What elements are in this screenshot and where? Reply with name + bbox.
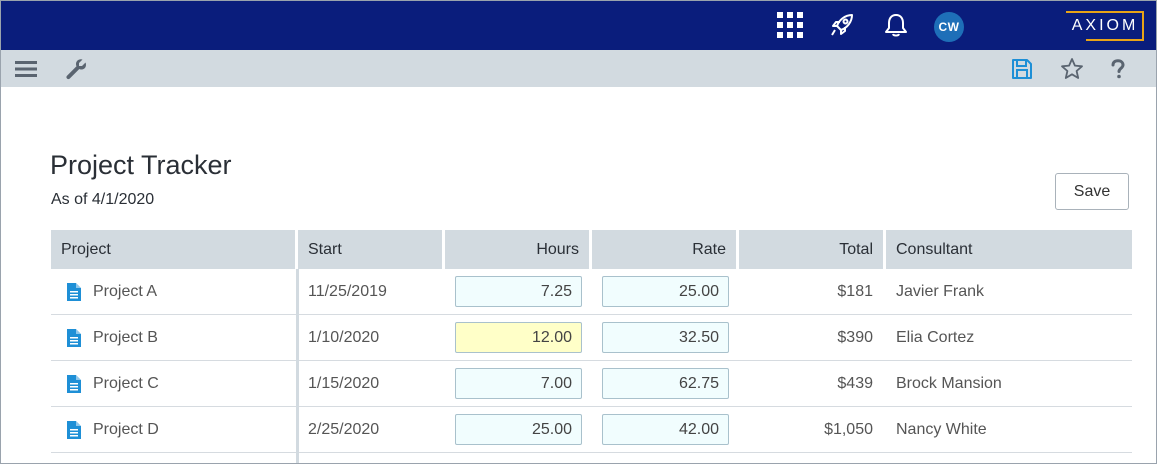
project-cell[interactable]: Project B (51, 315, 295, 360)
hours-input[interactable] (455, 368, 582, 399)
logo[interactable]: AXIOM (1071, 17, 1139, 34)
wrench-icon[interactable] (63, 56, 89, 82)
start-date: 11/25/2019 (308, 282, 387, 300)
project-name[interactable]: Project D (93, 420, 159, 438)
logo-frame (1066, 11, 1144, 41)
project-name[interactable]: Project A (93, 282, 158, 300)
project-name[interactable]: Project B (93, 328, 158, 346)
project-cell[interactable]: Project D (51, 407, 295, 452)
table-row: Project A 11/25/2019 $181 Javier Frank (51, 269, 1132, 315)
total-value: $181 (837, 282, 873, 300)
save-button[interactable]: Save (1055, 173, 1129, 210)
rate-input[interactable] (602, 276, 729, 307)
floppy-disk-icon[interactable] (1009, 56, 1035, 82)
hours-input[interactable] (455, 276, 582, 307)
project-table: Project Start Hours Rate Total Consultan… (51, 230, 1132, 463)
project-cell[interactable]: Project C (51, 361, 295, 406)
document-icon (67, 282, 81, 301)
table-row: Project C 1/15/2020 $439 Brock Mansion (51, 361, 1132, 407)
frozen-column-divider[interactable] (296, 269, 299, 463)
consultant-name: Brock Mansion (896, 374, 1002, 392)
document-icon (67, 420, 81, 439)
document-icon (67, 328, 81, 347)
table-row: Project B 1/10/2020 $390 Elia Cortez (51, 315, 1132, 361)
star-icon[interactable] (1059, 56, 1085, 82)
rocket-icon[interactable] (828, 11, 856, 39)
page-title: Project Tracker (50, 150, 232, 180)
apps-grid-icon[interactable] (776, 11, 804, 39)
toolbar (1, 50, 1156, 87)
column-header-consultant[interactable]: Consultant (886, 230, 1132, 269)
column-header-total[interactable]: Total (739, 230, 883, 269)
project-name[interactable]: Project C (93, 374, 159, 392)
column-header-start[interactable]: Start (298, 230, 442, 269)
consultant-name: Elia Cortez (896, 328, 975, 346)
rate-input[interactable] (602, 322, 729, 353)
start-date: 2/25/2020 (308, 420, 380, 438)
top-bar: CW AXIOM (1, 1, 1156, 50)
question-mark-icon[interactable] (1105, 56, 1131, 82)
column-header-hours[interactable]: Hours (445, 230, 589, 269)
hours-input[interactable] (455, 322, 582, 353)
column-header-project[interactable]: Project (51, 230, 295, 269)
start-date: 1/10/2020 (308, 328, 380, 346)
avatar[interactable]: CW (934, 12, 964, 42)
document-icon (67, 374, 81, 393)
consultant-name: Javier Frank (896, 282, 985, 300)
hours-input[interactable] (455, 414, 582, 445)
bell-icon[interactable] (882, 11, 910, 39)
total-value: $390 (837, 328, 873, 346)
total-value: $439 (837, 374, 873, 392)
total-value: $1,050 (824, 420, 873, 438)
table-header: Project Start Hours Rate Total Consultan… (51, 230, 1132, 269)
page-subtitle: As of 4/1/2020 (51, 191, 155, 208)
table-row: Project D 2/25/2020 $1,050 Nancy White (51, 407, 1132, 453)
consultant-name: Nancy White (896, 420, 987, 438)
hamburger-menu-icon[interactable] (13, 56, 39, 82)
rate-input[interactable] (602, 368, 729, 399)
start-date: 1/15/2020 (308, 374, 380, 392)
rate-input[interactable] (602, 414, 729, 445)
project-cell[interactable]: Project A (51, 269, 295, 314)
column-header-rate[interactable]: Rate (592, 230, 736, 269)
